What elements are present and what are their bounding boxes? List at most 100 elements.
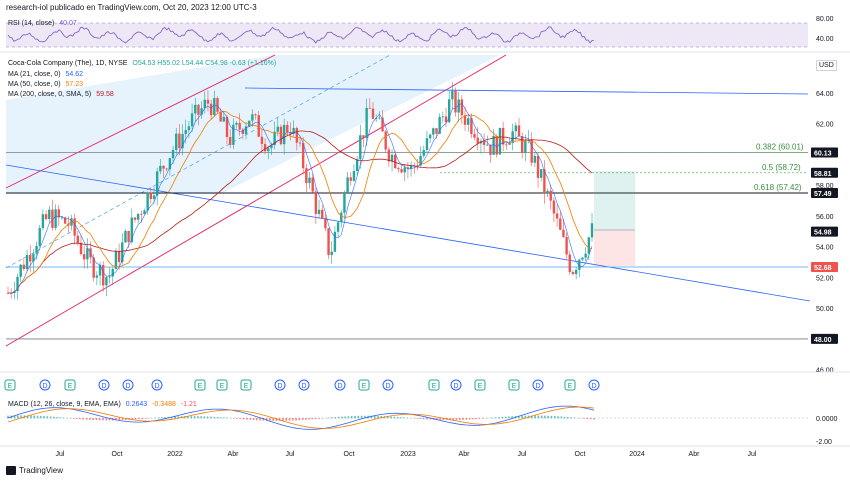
macd-histogram-bar xyxy=(347,416,350,419)
dividend-marker xyxy=(39,379,51,391)
macd-histogram-bar xyxy=(118,418,121,421)
candle-body xyxy=(197,104,200,115)
macd-histogram-bar xyxy=(458,418,461,420)
candle-body xyxy=(190,113,194,127)
candle-body xyxy=(38,228,41,246)
candle-body xyxy=(349,177,352,181)
ma21-line xyxy=(8,102,593,294)
price-tag-label: 48.00 xyxy=(814,337,832,344)
macd-histogram-bar xyxy=(216,417,219,419)
macd-histogram-bar xyxy=(26,415,29,419)
macd-legend[interactable]: MACD (12, 26, close, 9, EMA, EMA) 0.2643… xyxy=(8,401,200,408)
tradingview-logo[interactable]: TradingView xyxy=(6,466,63,475)
macd-histogram-bar xyxy=(586,418,589,419)
macd-histogram-bar xyxy=(174,416,176,419)
time-tick-label: Abr xyxy=(689,451,701,458)
macd-histogram-bar xyxy=(403,417,405,419)
macd-histogram-bar xyxy=(236,418,238,419)
macd-histogram-bar xyxy=(89,418,91,420)
ma50-legend[interactable]: MA (50, close, 0) 57.23 xyxy=(8,81,86,88)
candle-body xyxy=(241,129,245,135)
macd-histogram-bar xyxy=(177,416,180,419)
candle-body xyxy=(413,165,416,166)
target-zone xyxy=(594,171,635,230)
candle-body xyxy=(181,133,184,149)
candlestick-series xyxy=(6,82,594,300)
candle-body xyxy=(397,168,400,170)
time-tick-label: 2022 xyxy=(167,451,183,458)
macd-histogram-bar xyxy=(314,418,317,420)
candle-body xyxy=(441,116,445,118)
macd-histogram-bar xyxy=(36,415,39,419)
macd-histogram-bar xyxy=(53,416,55,419)
macd-histogram-bar xyxy=(256,418,258,421)
macd-histogram-bar xyxy=(567,417,569,419)
candle-body xyxy=(571,272,575,275)
macd-histogram-bar xyxy=(553,416,556,419)
macd-histogram-bar xyxy=(377,415,379,419)
ma21-legend[interactable]: MA (21, close, 0) 54.62 xyxy=(8,71,86,78)
candle-body xyxy=(238,122,241,130)
candle-body xyxy=(416,165,419,167)
macd-histogram-bar xyxy=(462,418,464,420)
macd-histogram-bar xyxy=(295,418,297,421)
symbol-legend[interactable]: Coca-Cola Company (The), 1D, NYSE O54.53… xyxy=(8,60,279,67)
event-marker-label: E xyxy=(244,383,249,390)
macd-histogram-bar xyxy=(43,416,45,419)
candle-body xyxy=(162,165,165,169)
macd-histogram-bar xyxy=(7,415,9,419)
macd-histogram-bar xyxy=(455,418,458,421)
macd-histogram-bar xyxy=(108,418,111,421)
macd-histogram-bar xyxy=(161,417,163,419)
candle-body xyxy=(540,169,543,178)
macd-signal-line xyxy=(7,406,595,429)
macd-histogram-bar xyxy=(269,418,271,421)
macd-histogram-bar xyxy=(242,418,245,420)
macd-tick: 0.0000 xyxy=(816,416,838,423)
candle-body xyxy=(149,192,153,199)
candle-body xyxy=(552,200,556,214)
macd-histogram-bar xyxy=(282,418,284,421)
event-marker-label: D xyxy=(301,383,306,390)
candle-body xyxy=(200,108,203,115)
macd-histogram-bar xyxy=(200,416,202,419)
macd-histogram-bar xyxy=(13,415,16,419)
candle-body xyxy=(257,115,260,137)
event-marker-label: D xyxy=(453,383,458,390)
candle-body xyxy=(35,245,38,254)
macd-histogram-bar xyxy=(530,415,533,419)
macd-histogram-bar xyxy=(563,416,566,419)
ma200-value: 59.58 xyxy=(96,91,114,98)
channel-lower-line xyxy=(5,54,507,347)
time-tick-label: Abr xyxy=(459,451,471,458)
currency-button[interactable]: USD xyxy=(816,60,837,71)
macd-histogram-bar xyxy=(157,417,160,419)
fib-label: 0.618 (57.42) xyxy=(754,183,802,192)
macd-histogram-bar xyxy=(583,418,585,419)
ma200-legend[interactable]: MA (200, close, 0, SMA, 5) 59.58 xyxy=(8,91,117,98)
rsi-legend[interactable]: RSI (14, close) 40.07 xyxy=(8,20,80,27)
macd-histogram-bar xyxy=(59,417,62,419)
macd-histogram-bar xyxy=(292,418,294,421)
macd-histogram-bar xyxy=(259,418,261,421)
earnings-marker xyxy=(474,379,486,391)
candle-body xyxy=(279,126,283,145)
macd-histogram-bar xyxy=(318,418,320,419)
macd-histogram-bar xyxy=(252,418,255,421)
price-tick-label: 56.00 xyxy=(816,214,834,221)
candle-body xyxy=(495,135,498,155)
rsi-value: 40.07 xyxy=(59,20,77,27)
candle-body xyxy=(308,177,311,184)
tradingview-icon xyxy=(6,466,16,475)
macd-histogram-bar xyxy=(147,418,150,419)
candle-body xyxy=(530,139,533,163)
candle-body xyxy=(194,104,197,114)
candle-body xyxy=(368,107,372,109)
candle-body xyxy=(124,230,127,243)
earnings-marker xyxy=(216,379,228,391)
macd-histogram-bar xyxy=(429,418,432,420)
candle-body xyxy=(152,195,156,199)
macd-histogram-bar xyxy=(334,417,337,419)
earnings-marker xyxy=(4,379,16,391)
